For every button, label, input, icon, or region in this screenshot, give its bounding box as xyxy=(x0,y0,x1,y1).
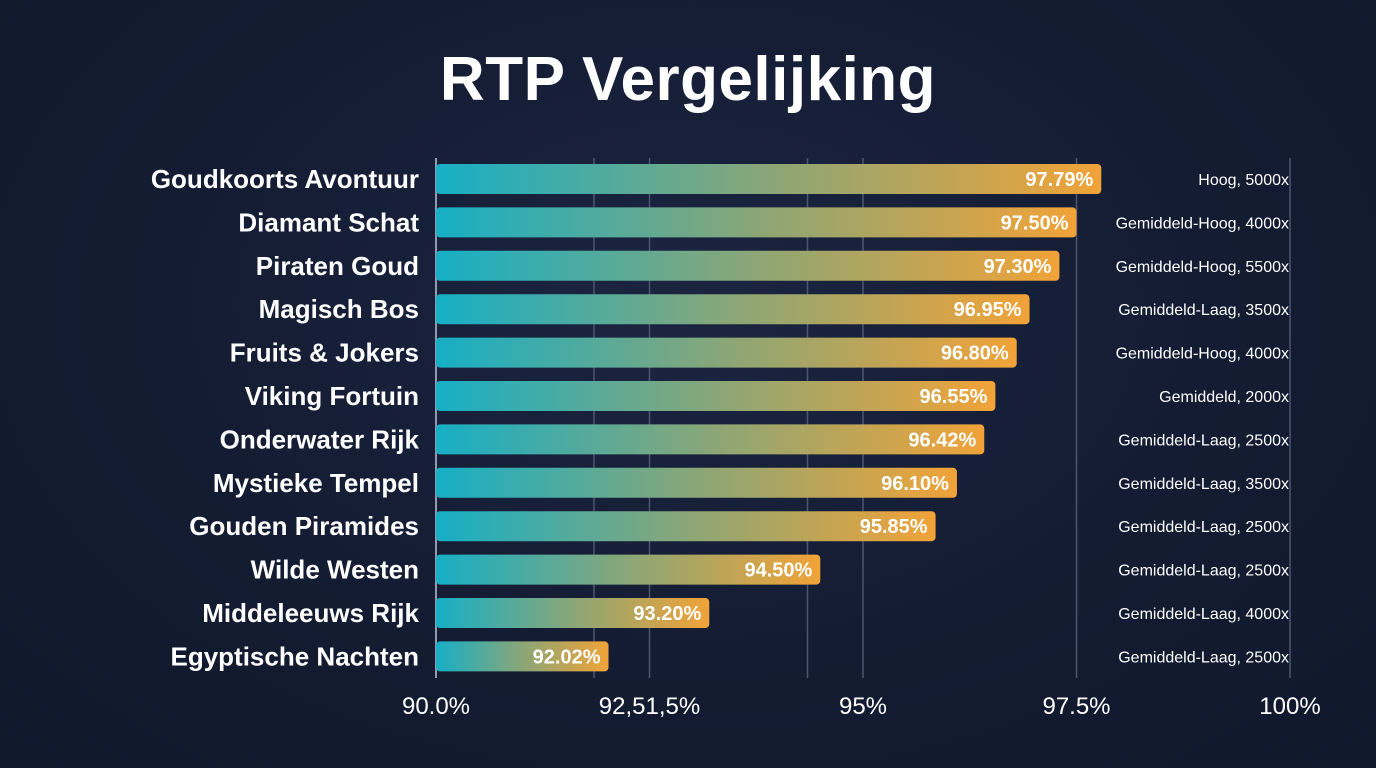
annotation-label: Gemiddeld-Laag, 2500x xyxy=(1118,563,1289,580)
value-label: 96.10% xyxy=(881,473,949,495)
annotation-label: Gemiddeld-Laag, 2500x xyxy=(1118,519,1289,536)
category-label: Goudkoorts Avontuur xyxy=(151,164,419,194)
category-label: Middeleeuws Rijk xyxy=(202,598,419,628)
bar xyxy=(436,294,1030,325)
bar xyxy=(436,467,957,498)
category-label: Piraten Goud xyxy=(256,251,419,281)
value-label: 94.50% xyxy=(744,560,812,582)
bar xyxy=(436,337,1017,368)
category-label: Mystieke Tempel xyxy=(213,468,419,498)
category-label: Magisch Bos xyxy=(259,294,419,324)
category-label: Egyptische Nachten xyxy=(170,641,419,671)
annotation-label: Gemiddeld-Hoog, 4000x xyxy=(1116,346,1289,363)
bar xyxy=(436,250,1060,281)
annotation-label: Gemiddeld-Laag, 3500x xyxy=(1118,302,1289,319)
value-label: 97.50% xyxy=(1001,212,1069,234)
bar xyxy=(436,164,1102,194)
annotation-label: Gemiddeld-Hoog, 5500x xyxy=(1116,259,1289,276)
x-tick-label: 90.0% xyxy=(402,693,470,720)
annotation-label: Gemiddeld, 2000x xyxy=(1159,389,1289,406)
value-label: 97.30% xyxy=(984,256,1052,278)
annotation-label: Gemiddeld-Laag, 2500x xyxy=(1118,649,1289,666)
bar xyxy=(436,424,985,455)
category-label: Onderwater Rijk xyxy=(220,424,420,454)
annotation-label: Gemiddeld-Laag, 2500x xyxy=(1118,432,1289,449)
value-label: 96.55% xyxy=(920,386,988,408)
category-label: Wilde Westen xyxy=(251,555,419,585)
value-label: 96.80% xyxy=(941,343,1009,365)
x-tick-label: 95% xyxy=(839,693,887,720)
x-tick-label: 97.5% xyxy=(1042,693,1110,720)
value-label: 96.42% xyxy=(908,429,976,451)
annotation-label: Gemiddeld-Laag, 4000x xyxy=(1118,606,1289,623)
value-label: 96.95% xyxy=(954,299,1022,321)
bar xyxy=(436,641,609,672)
bar xyxy=(436,554,821,585)
value-label: 95.85% xyxy=(860,516,928,538)
value-label: 93.20% xyxy=(633,603,701,625)
value-label: 97.79% xyxy=(1025,169,1093,191)
annotation-label: Gemiddeld-Laag, 3500x xyxy=(1118,476,1289,493)
chart-title: RTP Vergelijking xyxy=(439,45,937,114)
value-label: 92.02% xyxy=(533,646,601,668)
bar xyxy=(436,511,936,542)
category-label: Diamant Schat xyxy=(238,207,419,237)
bar xyxy=(436,381,996,411)
category-label: Gouden Piramides xyxy=(189,511,419,541)
annotation-label: Gemiddeld-Hoog, 4000x xyxy=(1116,215,1289,232)
bar xyxy=(436,207,1077,238)
x-tick-label: 100% xyxy=(1259,693,1320,720)
category-label: Fruits & Jokers xyxy=(230,338,419,368)
x-tick-label: 92,51,5% xyxy=(599,693,700,720)
category-label: Viking Fortuin xyxy=(245,381,419,411)
bar xyxy=(436,598,710,628)
annotation-label: Hoog, 5000x xyxy=(1198,172,1289,189)
